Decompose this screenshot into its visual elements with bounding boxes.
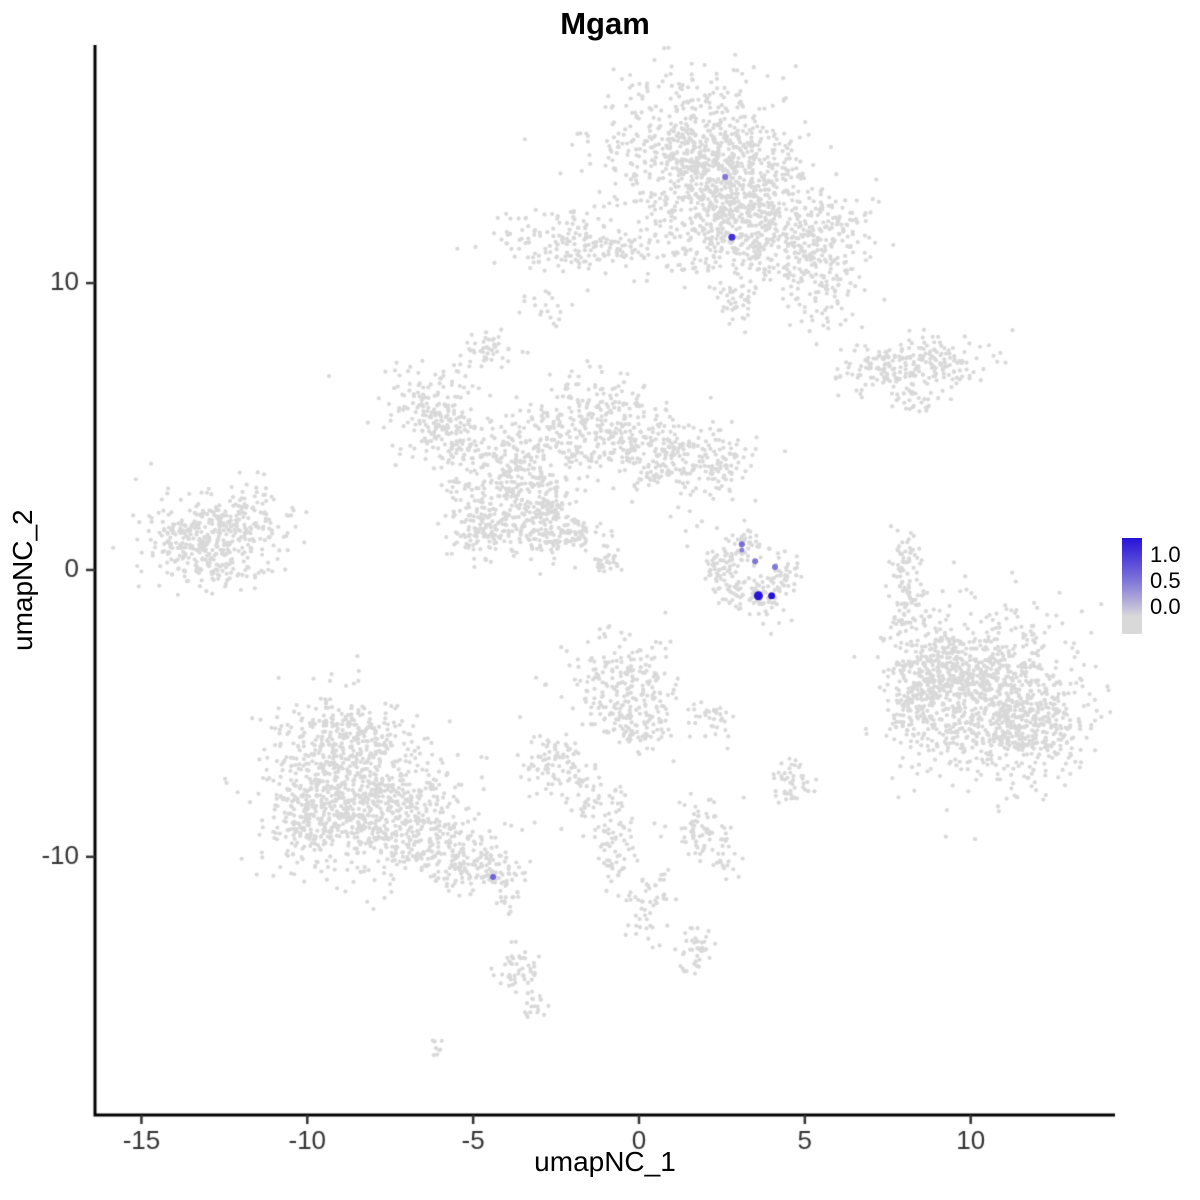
- legend-gradient-bar: [1122, 538, 1142, 634]
- color-legend: 1.0 0.5 0.0: [1122, 538, 1200, 640]
- legend-label-high: 1.0: [1150, 542, 1181, 567]
- legend-label-low: 0.0: [1150, 594, 1181, 619]
- x-axis-label: umapNC_1: [534, 1146, 676, 1177]
- y-axis-label: umapNC_2: [7, 509, 38, 651]
- plot-title: Mgam: [560, 6, 650, 41]
- legend-labels: 1.0 0.5 0.0: [1150, 542, 1181, 620]
- legend-label-mid: 0.5: [1150, 568, 1181, 593]
